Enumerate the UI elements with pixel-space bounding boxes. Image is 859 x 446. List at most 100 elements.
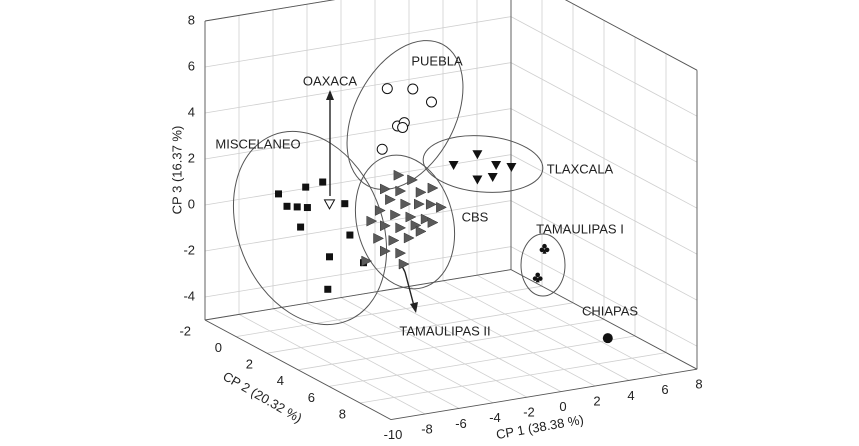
data-point — [405, 211, 417, 223]
point — [319, 178, 327, 186]
z-tick-label: 6 — [188, 58, 195, 73]
data-point — [395, 185, 407, 197]
point — [390, 209, 402, 221]
data-point — [346, 231, 354, 239]
data-point — [323, 199, 336, 210]
point — [538, 276, 543, 281]
data-point — [472, 150, 483, 160]
data-point — [407, 174, 419, 186]
point — [420, 213, 432, 225]
data-point — [400, 198, 412, 210]
data-point — [407, 83, 419, 95]
x-tick-label: 0 — [559, 399, 566, 414]
outline-tamaulipas-i — [520, 233, 566, 297]
data-point — [374, 205, 386, 216]
z-axis-title: CP 3 (16.37 %) — [169, 126, 184, 215]
z-tick-label: 0 — [188, 196, 195, 211]
x-axis-title: CP 1 (38.38 %) — [495, 412, 585, 442]
group-label: PUEBLA — [411, 53, 463, 68]
point — [535, 277, 540, 283]
point — [324, 285, 332, 293]
point — [403, 232, 415, 244]
data-point — [539, 243, 550, 254]
points — [275, 83, 613, 344]
group-label: CBS — [462, 209, 489, 224]
data-point — [324, 285, 332, 293]
group-outlines — [232, 40, 566, 326]
y-tick-label: 8 — [339, 406, 346, 421]
y-tick-label: 4 — [277, 373, 284, 388]
point — [381, 83, 393, 95]
point — [425, 199, 437, 210]
point — [532, 276, 538, 281]
data-point — [361, 255, 373, 267]
data-point — [403, 232, 415, 244]
data-point — [398, 258, 410, 270]
data-point — [303, 204, 311, 212]
data-point — [395, 247, 407, 259]
point — [407, 83, 419, 95]
z-tick-label: -4 — [183, 288, 195, 303]
x-tick-label: 4 — [627, 388, 634, 403]
data-point — [393, 169, 405, 181]
data-point — [426, 96, 437, 108]
outline-tlaxcala — [422, 135, 544, 193]
x-tick-label: -2 — [523, 405, 535, 420]
point — [385, 194, 396, 206]
grid-line — [297, 319, 605, 371]
point — [448, 161, 459, 171]
group-label: OAXACA — [303, 73, 358, 88]
point — [303, 204, 311, 212]
x-tick-label: -10 — [384, 427, 403, 442]
grid-line — [328, 335, 636, 387]
point — [472, 150, 483, 160]
axis-frame — [390, 368, 698, 421]
point — [398, 258, 410, 270]
point — [376, 143, 388, 155]
grid-line — [235, 285, 543, 337]
axis-frame — [564, 0, 698, 71]
arrow-head — [326, 90, 334, 100]
point — [297, 223, 305, 231]
grid-line — [204, 16, 512, 68]
data-point — [415, 186, 427, 198]
data-point — [302, 183, 310, 191]
grid-line — [510, 62, 698, 163]
y-tick-label: 2 — [246, 357, 253, 372]
data-point — [297, 223, 305, 231]
group-label: TLAXCALA — [547, 161, 614, 176]
point — [602, 333, 613, 344]
point — [535, 272, 540, 278]
y-tick-label: 6 — [308, 390, 315, 405]
outline-puebla — [346, 40, 464, 190]
data-point — [275, 190, 282, 198]
data-point — [425, 199, 437, 210]
point — [283, 202, 291, 210]
grid-line — [204, 0, 335, 22]
data-point — [380, 183, 391, 195]
data-point — [388, 235, 400, 246]
x-tick-label: -4 — [489, 410, 501, 425]
grid-line — [510, 108, 698, 209]
grid-line — [510, 16, 698, 117]
point — [395, 247, 407, 259]
data-point — [390, 209, 402, 221]
point — [393, 169, 405, 181]
point — [374, 205, 386, 216]
grid-line — [204, 246, 512, 298]
point — [487, 173, 498, 183]
point — [326, 253, 333, 261]
data-point — [414, 198, 425, 210]
point — [302, 183, 310, 191]
data-point — [395, 222, 407, 234]
point — [427, 217, 439, 228]
x-tick-label: -8 — [421, 421, 433, 436]
arrow — [404, 271, 415, 307]
grid-line — [204, 154, 512, 206]
point — [544, 247, 550, 253]
data-point — [381, 83, 393, 95]
axis-frame — [204, 0, 336, 22]
grid-line — [204, 62, 512, 114]
data-point — [506, 163, 517, 173]
point — [506, 163, 517, 173]
